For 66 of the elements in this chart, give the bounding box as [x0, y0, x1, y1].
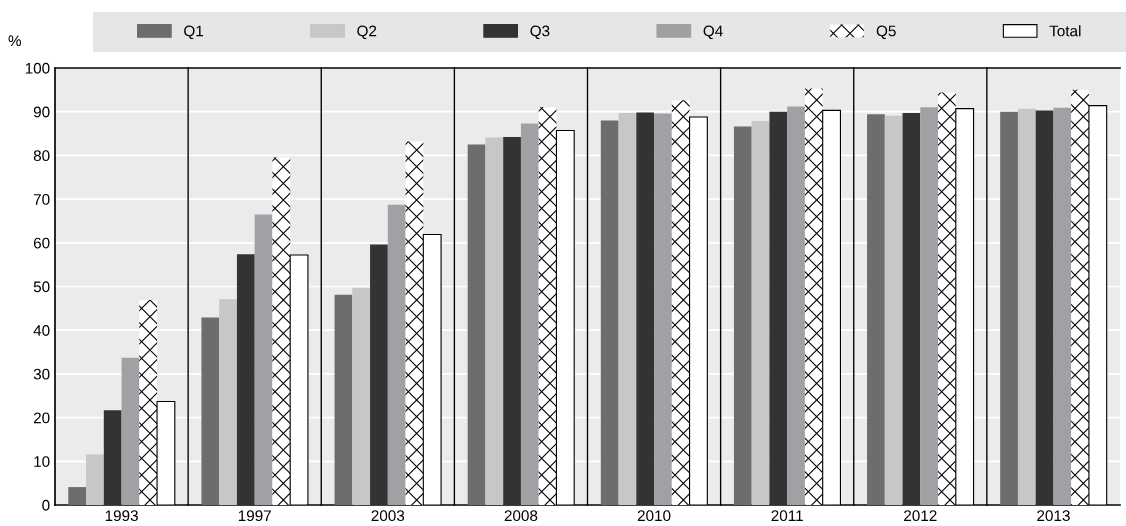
bar	[1035, 110, 1054, 505]
y-axis-title: %	[8, 35, 22, 47]
y-tick-label: 10	[34, 456, 50, 467]
bar	[618, 113, 637, 505]
y-tick-label: 60	[33, 237, 50, 249]
bar	[121, 357, 140, 505]
y-tick-label: 80	[33, 150, 50, 162]
bar	[600, 120, 619, 505]
bar	[236, 254, 255, 505]
bar	[219, 299, 237, 505]
y-tick-label: 30	[33, 368, 50, 380]
x-tick-label: 1997	[238, 510, 271, 522]
bar	[467, 144, 486, 505]
y-tick-label: 20	[33, 412, 50, 424]
x-tick-label: 2008	[504, 510, 538, 522]
bar	[272, 157, 291, 505]
bar	[370, 244, 388, 505]
bar	[769, 111, 788, 505]
bar	[387, 204, 406, 505]
legend-label: Q2	[357, 25, 377, 40]
bar	[920, 107, 939, 505]
bar	[654, 113, 672, 505]
bar	[787, 106, 805, 505]
y-tick-label: 50	[33, 281, 50, 293]
bar	[1053, 107, 1072, 505]
legend-label: Q5	[876, 25, 896, 40]
y-tick-label: 40	[33, 325, 50, 336]
bar	[751, 120, 770, 505]
bar	[334, 294, 353, 505]
bar	[636, 112, 655, 505]
y-tick-label: 100	[25, 62, 50, 74]
bar	[201, 317, 220, 505]
bar	[938, 92, 956, 505]
bar	[86, 454, 104, 505]
legend-label: Q3	[530, 25, 550, 40]
bar	[902, 113, 921, 505]
x-tick-label: 2003	[371, 510, 405, 522]
bar	[884, 115, 903, 505]
legend-label: Q4	[703, 25, 723, 40]
bar	[733, 126, 752, 505]
bar	[68, 487, 87, 505]
bar	[485, 137, 504, 505]
bar	[103, 410, 122, 505]
y-tick-label: 90	[33, 106, 50, 118]
bar	[1017, 108, 1036, 505]
x-tick-label: 2012	[904, 510, 937, 522]
legend-label: Q1	[184, 25, 204, 40]
bar	[139, 300, 158, 505]
bar	[1000, 111, 1018, 505]
x-tick-label: 2013	[1037, 510, 1070, 522]
bar	[405, 141, 424, 505]
bar	[352, 287, 371, 505]
bar	[520, 123, 539, 505]
x-tick-label: 1993	[105, 510, 138, 522]
y-tick-label: 0	[42, 499, 50, 511]
bar	[671, 100, 690, 505]
bar	[867, 114, 885, 505]
legend-label: Total	[1049, 25, 1081, 37]
x-tick-label: 2011	[771, 510, 803, 522]
y-tick-label: 70	[33, 193, 50, 205]
bar	[538, 107, 557, 505]
bar	[804, 88, 823, 505]
bar	[254, 214, 273, 505]
bar	[1071, 89, 1089, 505]
bar	[503, 137, 521, 505]
x-tick-label: 2010	[637, 510, 671, 522]
